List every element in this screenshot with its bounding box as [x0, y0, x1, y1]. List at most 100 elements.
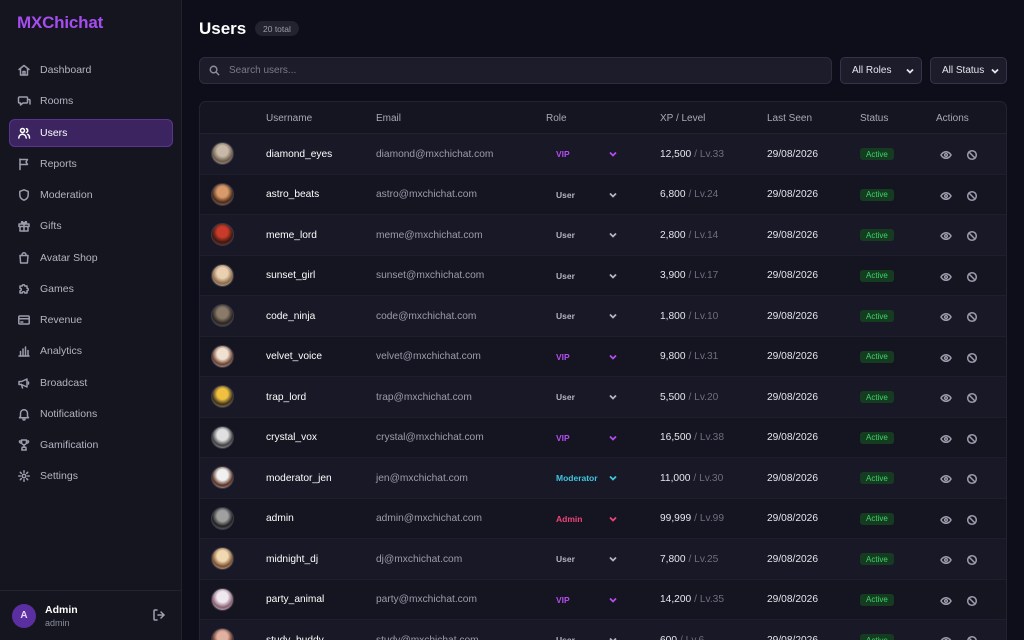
chevron-down-icon[interactable]	[609, 620, 617, 640]
username[interactable]: astro_beats	[266, 189, 320, 200]
eye-icon[interactable]	[940, 229, 952, 241]
eye-icon[interactable]	[940, 553, 952, 565]
username[interactable]: code_ninja	[266, 310, 316, 322]
sidebar-item-notifications[interactable]: Notifications	[9, 400, 173, 428]
username[interactable]: moderator_jen	[266, 472, 332, 484]
column-header-xp-level[interactable]: XP / Level	[660, 113, 706, 124]
chevron-down-icon[interactable]	[609, 539, 617, 579]
eye-icon[interactable]	[940, 594, 952, 606]
chevron-down-icon[interactable]	[609, 418, 617, 458]
avatar[interactable]	[211, 466, 234, 489]
avatar[interactable]	[211, 182, 234, 206]
avatar[interactable]	[211, 263, 234, 287]
chevron-down-icon[interactable]	[609, 215, 617, 255]
ban-icon[interactable]	[966, 432, 978, 444]
column-header-role[interactable]: Role	[546, 113, 567, 124]
table-row[interactable]: code_ninja code@mxchichat.com User 1,800/ L…	[200, 296, 1006, 337]
table-row[interactable]: moderator_jen jen@mxchichat.com Moderator 1…	[200, 458, 1006, 499]
search-box[interactable]	[199, 57, 832, 84]
ban-icon[interactable]	[966, 391, 978, 404]
sidebar-item-gamification[interactable]: Gamification	[9, 431, 173, 459]
eye-icon[interactable]	[940, 391, 952, 403]
avatar[interactable]	[211, 304, 234, 327]
chevron-down-icon[interactable]	[609, 296, 617, 336]
username[interactable]: trap_lord	[266, 391, 307, 403]
sidebar-item-settings[interactable]: Settings	[9, 462, 173, 490]
ban-icon[interactable]	[966, 351, 978, 363]
username[interactable]: velvet_voice	[266, 351, 323, 362]
ban-icon[interactable]	[966, 472, 978, 485]
table-row[interactable]: midnight_dj dj@mxchichat.com User 7,800/ Lv…	[200, 539, 1006, 580]
username[interactable]: admin	[266, 513, 294, 524]
app-logo[interactable]: MXChichat	[17, 13, 104, 32]
eye-icon[interactable]	[940, 270, 952, 282]
username[interactable]: meme_lord	[266, 229, 317, 241]
role-filter-select[interactable]: All Roles	[840, 57, 922, 84]
table-row[interactable]: diamond_eyes diamond@mxchichat.com VIP 12,5…	[200, 134, 1006, 175]
ban-icon[interactable]	[966, 594, 978, 606]
table-row[interactable]: meme_lord meme@mxchichat.com User 2,800/ Lv…	[200, 215, 1006, 256]
avatar[interactable]	[211, 223, 234, 246]
ban-icon[interactable]	[966, 229, 978, 242]
eye-icon[interactable]	[940, 148, 952, 160]
table-row[interactable]: trap_lord trap@mxchichat.com User 5,500/ Lv…	[200, 377, 1006, 418]
table-row[interactable]: admin admin@mxchichat.com Admin 99,999/ Lv.…	[200, 499, 1006, 539]
eye-icon[interactable]	[940, 432, 952, 444]
username[interactable]: midnight_dj	[266, 553, 319, 565]
table-row[interactable]: party_animal party@mxchichat.com VIP 14,200…	[200, 580, 1006, 620]
username[interactable]: study_buddy	[266, 634, 324, 640]
sidebar-item-games[interactable]: Games	[9, 275, 173, 303]
status-filter-select[interactable]: All Status	[930, 57, 1007, 84]
table-row[interactable]: crystal_vox crystal@mxchichat.com VIP 16,50…	[200, 418, 1006, 458]
avatar[interactable]	[211, 142, 234, 165]
sidebar-item-users[interactable]: Users	[9, 118, 173, 147]
role-value[interactable]: Admin	[556, 513, 583, 524]
avatar[interactable]	[211, 547, 234, 570]
table-row[interactable]: sunset_girl sunset@mxchichat.com User 3,900…	[200, 256, 1006, 296]
username[interactable]: crystal_vox	[266, 432, 317, 443]
sidebar-item-revenue[interactable]: Revenue	[9, 306, 173, 334]
eye-icon[interactable]	[940, 310, 952, 322]
username[interactable]: party_animal	[266, 594, 325, 605]
role-value[interactable]: VIP	[556, 432, 570, 443]
chevron-down-icon[interactable]	[609, 256, 617, 296]
logout-icon[interactable]	[152, 608, 166, 622]
eye-icon[interactable]	[940, 634, 952, 640]
ban-icon[interactable]	[966, 270, 978, 282]
column-header-last-seen[interactable]: Last Seen	[767, 113, 813, 124]
avatar[interactable]	[211, 425, 234, 449]
username[interactable]: sunset_girl	[266, 270, 316, 281]
eye-icon[interactable]	[940, 472, 952, 484]
avatar[interactable]	[211, 506, 234, 530]
table-row[interactable]: study_buddy study@mxchichat.com User 600/ L…	[200, 620, 1006, 640]
sidebar-item-analytics[interactable]: Analytics	[9, 337, 173, 365]
role-value[interactable]: VIP	[556, 594, 570, 605]
avatar[interactable]	[211, 587, 234, 611]
column-header-email[interactable]: Email	[376, 113, 402, 124]
role-value[interactable]: User	[556, 554, 575, 564]
avatar[interactable]	[211, 344, 234, 368]
role-value[interactable]: Moderator	[556, 473, 598, 483]
ban-icon[interactable]	[966, 148, 978, 161]
role-value[interactable]: VIP	[556, 149, 570, 159]
sidebar-item-dashboard[interactable]: Dashboard	[9, 56, 173, 84]
sidebar-item-avatar-shop[interactable]: Avatar Shop	[9, 244, 173, 272]
chevron-down-icon[interactable]	[609, 175, 617, 215]
ban-icon[interactable]	[966, 310, 978, 323]
sidebar-item-reports[interactable]: Reports	[9, 150, 173, 178]
table-row[interactable]: velvet_voice velvet@mxchichat.com VIP 9,800…	[200, 337, 1006, 377]
chevron-down-icon[interactable]	[609, 337, 617, 377]
ban-icon[interactable]	[966, 189, 978, 201]
role-value[interactable]: User	[556, 189, 575, 200]
search-input[interactable]	[229, 65, 809, 76]
eye-icon[interactable]	[940, 513, 952, 525]
ban-icon[interactable]	[966, 553, 978, 566]
avatar[interactable]	[211, 628, 234, 640]
table-row[interactable]: astro_beats astro@mxchichat.com User 6,800/…	[200, 175, 1006, 215]
role-value[interactable]: User	[556, 230, 575, 240]
role-value[interactable]: User	[556, 311, 575, 321]
sidebar-item-rooms[interactable]: Rooms	[9, 87, 173, 115]
ban-icon[interactable]	[966, 513, 978, 525]
chevron-down-icon[interactable]	[609, 134, 617, 174]
role-value[interactable]: VIP	[556, 351, 570, 362]
